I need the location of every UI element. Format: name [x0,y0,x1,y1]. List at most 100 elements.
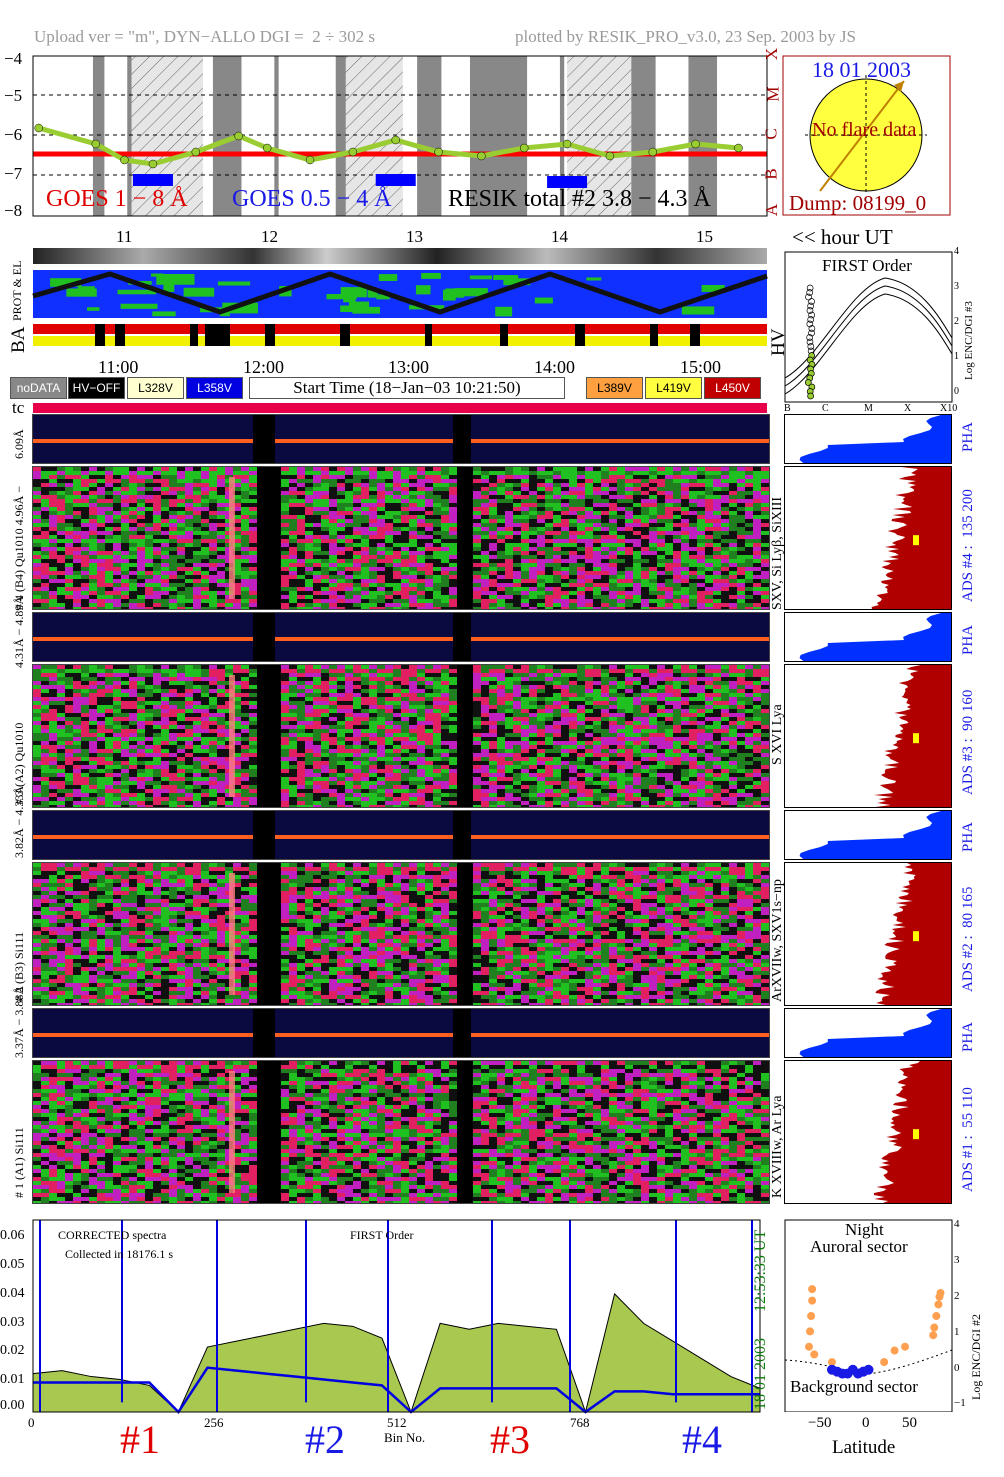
pixel [521,483,529,487]
pixel [441,571,449,575]
pixel [305,543,313,547]
pixel [441,499,449,503]
pixel [169,685,177,689]
pixel [177,725,185,729]
pixel [153,491,161,495]
pixel [337,693,345,697]
pixel [161,547,169,551]
pixel [681,591,689,595]
pixel [433,491,441,495]
pixel [329,587,337,591]
pixel [305,491,313,495]
pixel [537,471,545,475]
fo-ytick: 4 [954,246,959,257]
pixel [97,793,105,797]
pixel [105,555,113,559]
pixel [393,665,401,669]
pixel [313,665,321,669]
pixel [713,475,721,479]
pixel [281,583,289,587]
pixel [145,693,153,697]
pixel [313,685,321,689]
pixel [177,665,185,669]
pixel [353,729,361,733]
pixel [121,583,129,587]
pixel [113,669,121,673]
pixel [57,487,65,491]
pixel [537,483,545,487]
pixel [249,483,257,487]
pixel [705,487,713,491]
pixel [33,725,41,729]
pixel [657,587,665,591]
pixel [193,507,201,511]
pixel [481,483,489,487]
pixel [241,539,249,543]
pixel [201,757,209,761]
pixel [401,669,409,673]
pixel [177,467,185,471]
pixel [313,555,321,559]
pixel [617,599,625,603]
pixel [121,765,129,769]
pixel [361,539,369,543]
pixel [161,591,169,595]
pixel [401,737,409,741]
pixel [329,579,337,583]
pixel [177,583,185,587]
pixel [161,745,169,749]
pixel [209,547,217,551]
pixel [697,567,705,571]
pixel [193,499,201,503]
pixel [561,495,569,499]
pixel [473,571,481,575]
pixel [417,749,425,753]
tc-bar [33,403,767,413]
pixel [409,511,417,515]
pixel [385,547,393,551]
pixel [553,471,561,475]
pixel [401,551,409,555]
pixel [537,595,545,599]
pixel [113,673,121,677]
pixel [641,587,649,591]
pixel [281,567,289,571]
pixel [153,677,161,681]
pixel [601,527,609,531]
pixel [345,801,353,805]
pixel [481,467,489,471]
pixel [241,595,249,599]
pixel [737,583,745,587]
pixel [561,607,569,609]
pixel [241,685,249,689]
pixel [81,777,89,781]
pixel [121,697,129,701]
pixel [289,785,297,789]
pixel [721,583,729,587]
pixel [337,507,345,511]
pixel [33,579,41,583]
pixel [81,467,89,471]
pixel [121,475,129,479]
pixel [241,777,249,781]
pixel [577,595,585,599]
pixel [289,539,297,543]
pixel [233,559,241,563]
pixel [41,487,49,491]
pixel [321,475,329,479]
pixel [441,467,449,471]
pixel [217,595,225,599]
pixel [297,531,305,535]
pixel [377,765,385,769]
pixel [361,673,369,677]
pixel [217,765,225,769]
pixel [313,595,321,599]
pixel [185,503,193,507]
pixel [617,555,625,559]
pixel [641,467,649,471]
pixel [729,515,737,519]
pixel [193,583,201,587]
pixel [689,607,697,609]
pixel [313,527,321,531]
pixel [145,721,153,725]
